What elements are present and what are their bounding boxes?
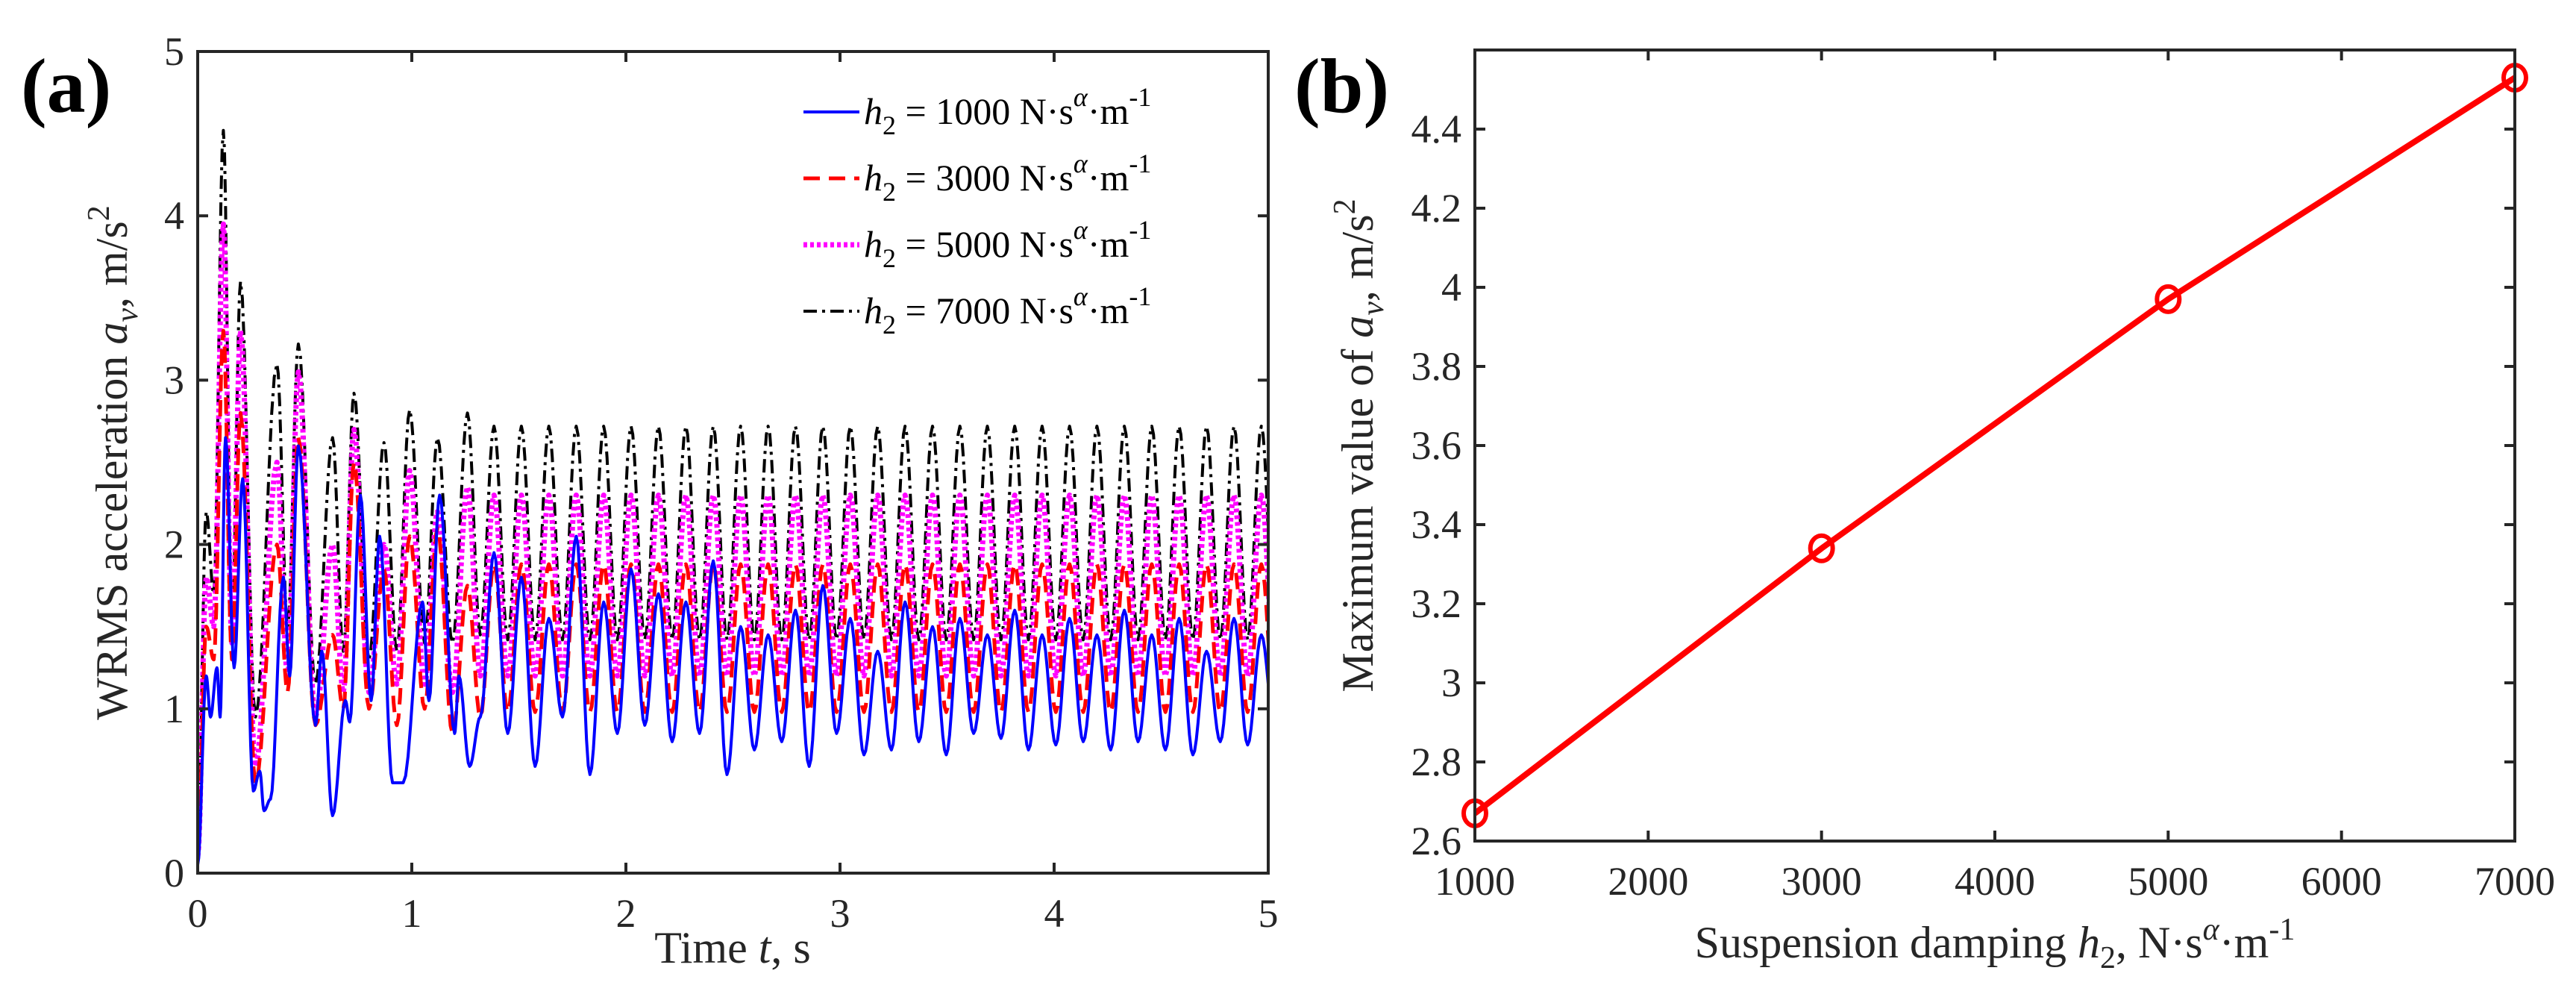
legend-item: h2 = 7000 N·sα·m-1 <box>803 281 1151 340</box>
panel-a-x-tick-label: 1 <box>402 891 422 936</box>
panel-b-x-tick-label: 7000 <box>2475 859 2555 904</box>
panel-a-x-tick-label: 4 <box>1044 891 1065 936</box>
panel-b-y-tick-label: 4.4 <box>1411 107 1462 151</box>
panel-b: (b) 1000 2000 3000 4000 5000 6000 7000 2.6 2.8 3 3… <box>1294 43 2555 975</box>
legend-item: h2 = 1000 N·sα·m-1 <box>803 82 1151 140</box>
panel-b-y-axis-label: Maximum value of av, m/s2 <box>1328 199 1391 692</box>
legend-label: h2 = 1000 N·sα·m-1 <box>864 82 1151 140</box>
panel-b-ticks: 1000 2000 3000 4000 5000 6000 7000 2.6 2.8 3 3.2 3.… <box>1411 50 2555 904</box>
panel-b-label: (b) <box>1294 43 1389 129</box>
panel-b-y-tick-label: 4.2 <box>1411 186 1462 231</box>
panel-a-y-tick-label: 3 <box>164 357 184 402</box>
legend-item: h2 = 3000 N·sα·m-1 <box>803 149 1151 207</box>
panel-a-y-axis-label: WRMS acceleration av, m/s2 <box>82 205 145 720</box>
panel-a-x-tick-label: 0 <box>188 891 208 936</box>
panel-a-x-tick-label: 2 <box>616 891 636 936</box>
panel-b-y-tick-label: 2.6 <box>1411 819 1462 863</box>
panel-a-ticks: 0 1 2 3 4 5 0 1 2 3 4 5 <box>164 29 1279 936</box>
panel-b-x-tick-label: 4000 <box>1955 859 2035 904</box>
panel-b-y-tick-label: 4 <box>1441 265 1461 310</box>
panel-a-x-tick-label: 3 <box>830 891 850 936</box>
panel-b-y-tick-label: 3.8 <box>1411 344 1462 389</box>
panel-a-y-tick-label: 2 <box>164 522 184 567</box>
panel-b-axes-box <box>1473 49 2516 843</box>
panel-b-series <box>1461 63 2528 828</box>
panel-b-x-tick-label: 1000 <box>1435 859 1515 904</box>
panel-a-y-tick-label: 5 <box>164 29 184 74</box>
panel-a-axes-box <box>196 50 1270 875</box>
max-value-line <box>1473 75 2517 816</box>
panel-b-y-tick-label: 2.8 <box>1411 740 1462 784</box>
panel-b-x-tick-label: 5000 <box>2128 859 2208 904</box>
data-point-marker-5000 <box>2154 284 2182 314</box>
legend-label: h2 = 5000 N·sα·m-1 <box>864 215 1151 273</box>
series-line-h2-7000 <box>198 128 1268 857</box>
panel-b-x-tick-label: 2000 <box>1608 859 1688 904</box>
panel-b-x-axis-label: Suspension damping h2, N·sα·m-1 <box>1695 913 2295 975</box>
legend-item: h2 = 5000 N·sα·m-1 <box>803 215 1151 273</box>
panel-a-label: (a) <box>21 43 111 129</box>
series-line-h2-1000 <box>198 436 1268 866</box>
panel-a-y-tick-label: 4 <box>164 193 184 238</box>
panel-a: (a) 0 1 2 3 4 5 0 1 2 3 4 5 Time t, s WRMS accelera… <box>21 29 1279 972</box>
legend-label: h2 = 3000 N·sα·m-1 <box>864 149 1151 207</box>
series-line-h2-3000 <box>198 328 1268 857</box>
panel-a-series <box>198 128 1268 866</box>
panel-a-x-tick-label: 5 <box>1259 891 1279 936</box>
legend: h2 = 1000 N·sα·m-1 h2 = 3000 N·sα·m-1 h2 =… <box>803 82 1151 340</box>
panel-b-x-tick-label: 6000 <box>2301 859 2382 904</box>
legend-label: h2 = 7000 N·sα·m-1 <box>864 281 1151 340</box>
panel-b-y-tick-label: 3 <box>1441 660 1461 705</box>
panel-b-y-tick-label: 3.4 <box>1411 502 1462 547</box>
panel-b-y-tick-label: 3.2 <box>1411 581 1462 626</box>
panel-a-y-tick-label: 0 <box>164 851 184 896</box>
panel-b-x-tick-label: 3000 <box>1781 859 1862 904</box>
panel-a-x-axis-label: Time t, s <box>654 923 811 972</box>
panel-b-y-tick-label: 3.6 <box>1411 423 1462 468</box>
data-point-marker-3000 <box>1808 533 1835 563</box>
panel-a-y-tick-label: 1 <box>164 687 184 731</box>
